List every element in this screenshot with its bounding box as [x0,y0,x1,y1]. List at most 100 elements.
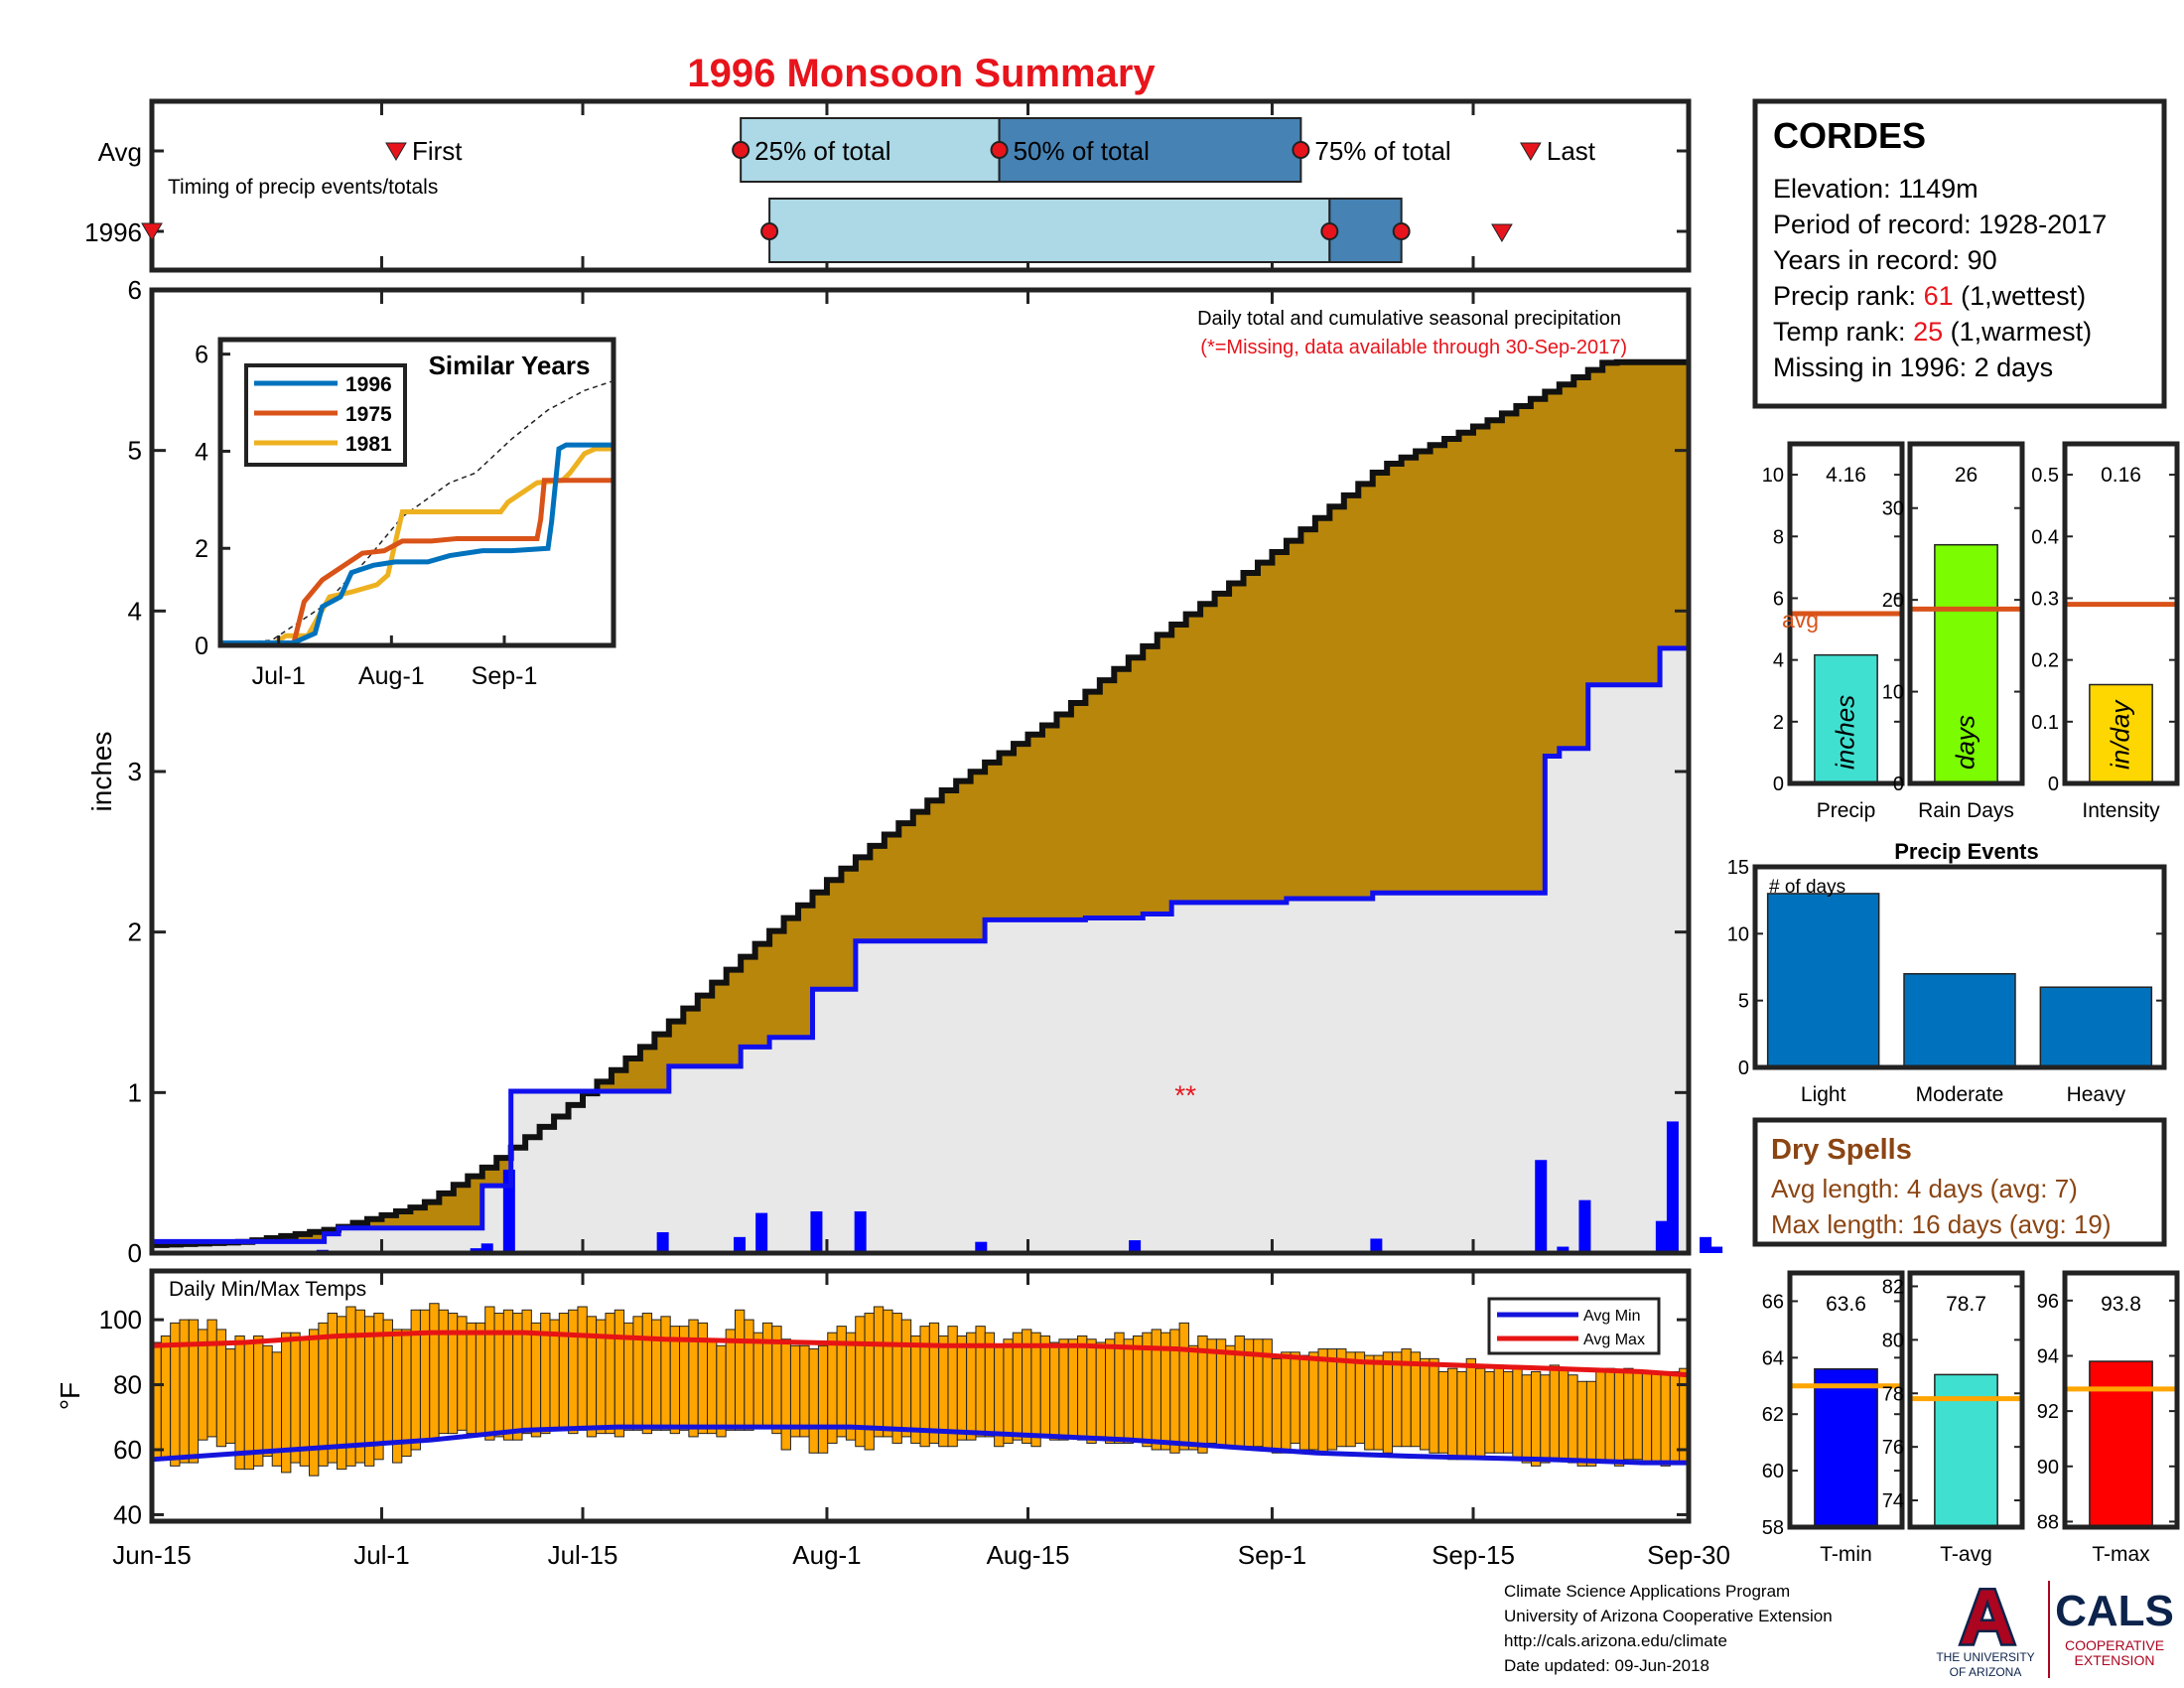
y-tick-label: 0 [128,1238,142,1268]
mini-unit-label: days [1951,715,1980,770]
mini-y-tick-label: 0 [2048,774,2059,795]
temp-range-bar [1392,1351,1403,1448]
inset-avg-dashed-line [219,379,614,644]
temp-range-bar [1521,1374,1532,1464]
temp-range-bar [1558,1367,1570,1461]
temp-range-bar [188,1319,200,1464]
mini-frame [1907,1270,2025,1530]
mini-label: T-min [1820,1543,1872,1566]
temp-range-bar [1576,1380,1587,1467]
stat-panel-intensity: 0 0.1 0.2 0.3 0.4 0.5 0.16 Intensity in/day [2031,441,2180,822]
mini-bar [1814,1367,1878,1528]
event-category-label: Heavy [2067,1083,2126,1106]
temp-range-bar [707,1338,718,1435]
temp-range-bar [1420,1357,1431,1451]
avg-max-line [151,1330,1690,1378]
mini-y-tick-label: 64 [1762,1347,1784,1369]
temp-range-bar [206,1319,217,1438]
mini-y-tick-label: 8 [1773,526,1784,548]
temp-range-bar [808,1348,819,1454]
date-axis: Jun-15 Jul-1 Jul-15 Aug-1 Aug-15 Sep-1 Sep-15 S… [112,290,1730,1570]
mini-bar [2089,1360,2153,1528]
temp-range-bar [669,1326,681,1435]
temp-range-bar [1326,1348,1338,1451]
timing-triangle-marker [1519,142,1542,161]
mini-y-tick-label: 4 [1773,650,1784,672]
temp-range-bar [502,1309,514,1441]
inset-x-tick-label: Jul-1 [252,662,306,690]
event-bar [1903,972,2016,1068]
x-tick-label: Aug-15 [987,1540,1070,1570]
cals-logo: CALS COOPERATIVE EXTENSION [2055,1587,2174,1668]
mini-y-tick-label: 78 [1882,1383,1904,1405]
temp-range-bar [984,1332,996,1438]
inset-x-tick-label: Aug-1 [358,662,425,690]
temp-range-bar [1465,1357,1477,1461]
temp-range-bar [1632,1370,1643,1461]
precip-events: Precip Events Light Moderate Heavy 0 5 10 15 # … [1727,839,2167,1106]
temp-range-bar [1613,1370,1625,1467]
precip-annotation-1: Daily total and cumulative seasonal prec… [1197,308,1621,330]
timing-last-label: Last [1547,136,1596,166]
x-tick-label: Sep-15 [1432,1540,1515,1570]
event-bar [2039,986,2153,1068]
temp-range-bar [1623,1367,1634,1461]
temp-range-bar [1595,1370,1606,1464]
seasonal-totals: 0 2 4 6 8 10 4.16 Precip inches avg 0 10 20 30 26 Rain … [1762,441,2180,822]
mini-y-tick-label: 0.2 [2031,650,2059,672]
temp-range-bar [1540,1374,1551,1464]
temp-range-bar [1354,1351,1366,1444]
daily-precip-bar [1535,1160,1548,1253]
temp-range-bar [1345,1351,1356,1448]
temp-range-bar [910,1335,921,1444]
temp-range-bar [1493,1364,1504,1454]
temp-range-bar [1123,1338,1134,1444]
temperature-means: 58 60 62 64 66 63.6 T-min 74 76 78 80 82 78.7 T-avg 88… [1762,1270,2180,1566]
temp-range-bar [466,1322,477,1435]
temp-range-bar [641,1313,653,1435]
mini-label: Precip [1817,799,1876,822]
mini-avg-tag: avg [1782,607,1819,633]
timing-circle-marker [760,222,779,240]
temp-range-bar [1187,1344,1199,1451]
temp-range-bar [1290,1351,1300,1444]
mini-y-tick-label: 0.1 [2031,712,2059,734]
temp-stat-panel-tavg: 74 76 78 80 82 78.7 T-avg [1882,1270,2025,1566]
mini-value: 78.7 [1946,1293,1986,1316]
y-tick-label: 1 [128,1077,142,1107]
x-tick-label: Sep-1 [1238,1540,1306,1570]
mini-unit-label: inches [1831,695,1860,770]
temp-y-tick-label: 100 [99,1305,142,1335]
year-late-segment [1328,198,1403,263]
temp-range-bar [1512,1367,1523,1461]
temp-range-bar [475,1322,486,1435]
temp-range-bar [1382,1351,1394,1454]
temp-range-bar [780,1338,791,1451]
mini-frame [1907,441,2025,786]
temp-y-tick-label: 60 [113,1435,142,1465]
svg-text:CALS: CALS [2055,1587,2174,1635]
events-frame [1752,864,2167,1070]
event-bar [1766,893,1880,1068]
svg-text:EXTENSION: EXTENSION [2075,1652,2155,1668]
logos: A THE UNIVERSITY OF ARIZONA CALS COOPERA… [1936,1571,2174,1680]
x-tick-label: Jul-15 [548,1540,618,1570]
temp-range-bar [1447,1367,1458,1461]
daily-precip-bar [854,1210,867,1253]
timing-panel: Avg 1996 Timing of precip events/totals … [84,98,1692,273]
y-tick-label: 3 [128,757,142,786]
mini-y-tick-label: 76 [1882,1437,1904,1459]
timing-circle-marker [990,141,1009,159]
temp-range-bar [225,1348,236,1444]
temp-range-bar [438,1309,449,1435]
temp-range-bar [873,1306,885,1438]
temp-chart: 40 60 80 100 °F Daily Min/Max Temps Avg Min… [55,1268,1692,1529]
temp-range-bar [1336,1348,1347,1448]
mini-y-tick-label: 80 [1882,1330,1904,1351]
temp-range-bar [530,1322,542,1438]
temp-ylabel: °F [55,1382,85,1410]
temp-range-bar [253,1335,264,1467]
mini-label: T-avg [1940,1543,1992,1566]
temp-range-bar [1039,1335,1051,1438]
station-temp-rank: Temp rank: 25 (1,warmest) [1773,317,2092,347]
